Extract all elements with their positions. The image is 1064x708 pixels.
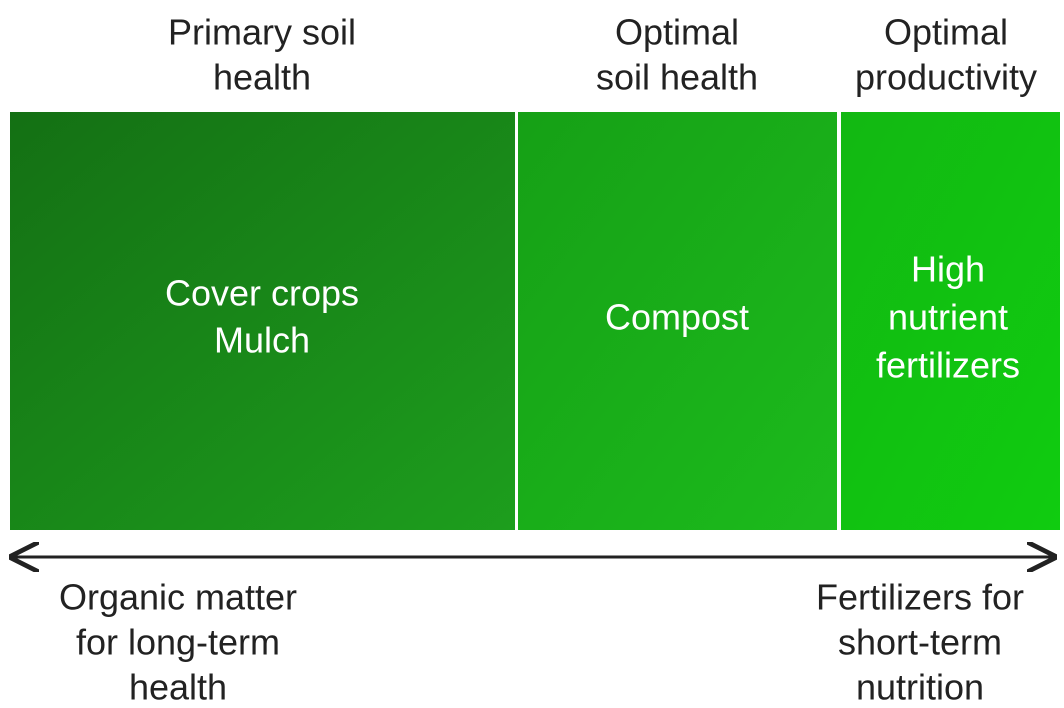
axis-label: short-term [838,622,1002,663]
axis-label: health [129,667,227,708]
column-header: health [213,57,311,98]
box-item: High [911,249,985,290]
column-header: soil health [596,57,758,98]
column-header: productivity [855,57,1037,98]
box-item: Compost [605,297,749,338]
axis-label: Organic matter [59,577,297,618]
box-fertilizer [841,112,1060,530]
column-header: Optimal [884,12,1008,53]
box-item: nutrient [888,297,1008,338]
column-header: Optimal [615,12,739,53]
column-header: Primary soil [168,12,356,53]
box-item: Cover crops [165,273,359,314]
axis-label: nutrition [856,667,984,708]
box-compost [518,112,837,530]
axis-label: Fertilizers for [816,577,1024,618]
box-item: fertilizers [876,345,1020,386]
box-organic [10,112,515,530]
box-item: Mulch [214,320,310,361]
axis-label: for long-term [76,622,280,663]
